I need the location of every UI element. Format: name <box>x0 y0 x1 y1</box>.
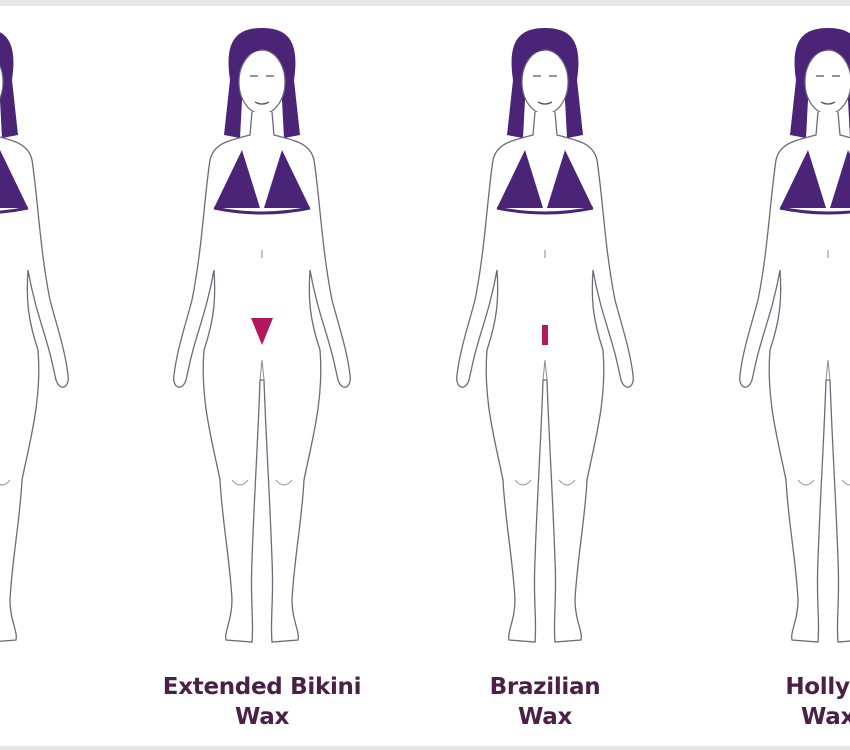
label-line1: Hollyw <box>785 674 850 700</box>
figure-bikini-wax <box>0 26 70 644</box>
label-line2: Wax <box>800 704 850 730</box>
label-bikini-wax: nix <box>0 672 100 732</box>
label-brazilian-wax: Brazilian Wax <box>425 672 665 732</box>
figure-extended-bikini-wax <box>172 26 352 644</box>
label-line1: Extended Bikini <box>162 674 362 700</box>
label-line1: ni <box>0 672 100 702</box>
wax-zone <box>251 318 273 345</box>
wax-zone <box>542 325 548 345</box>
label-hollywood-wax: Hollyw Wax <box>708 672 850 732</box>
label-line2: x <box>0 702 100 732</box>
label-line2: Wax <box>234 704 289 730</box>
label-line1: Brazilian <box>489 674 601 700</box>
figure-brazilian-wax <box>455 26 635 644</box>
figure-hollywood-wax <box>738 26 850 644</box>
label-extended-bikini-wax: Extended Bikini Wax <box>142 672 382 732</box>
label-line2: Wax <box>517 704 572 730</box>
